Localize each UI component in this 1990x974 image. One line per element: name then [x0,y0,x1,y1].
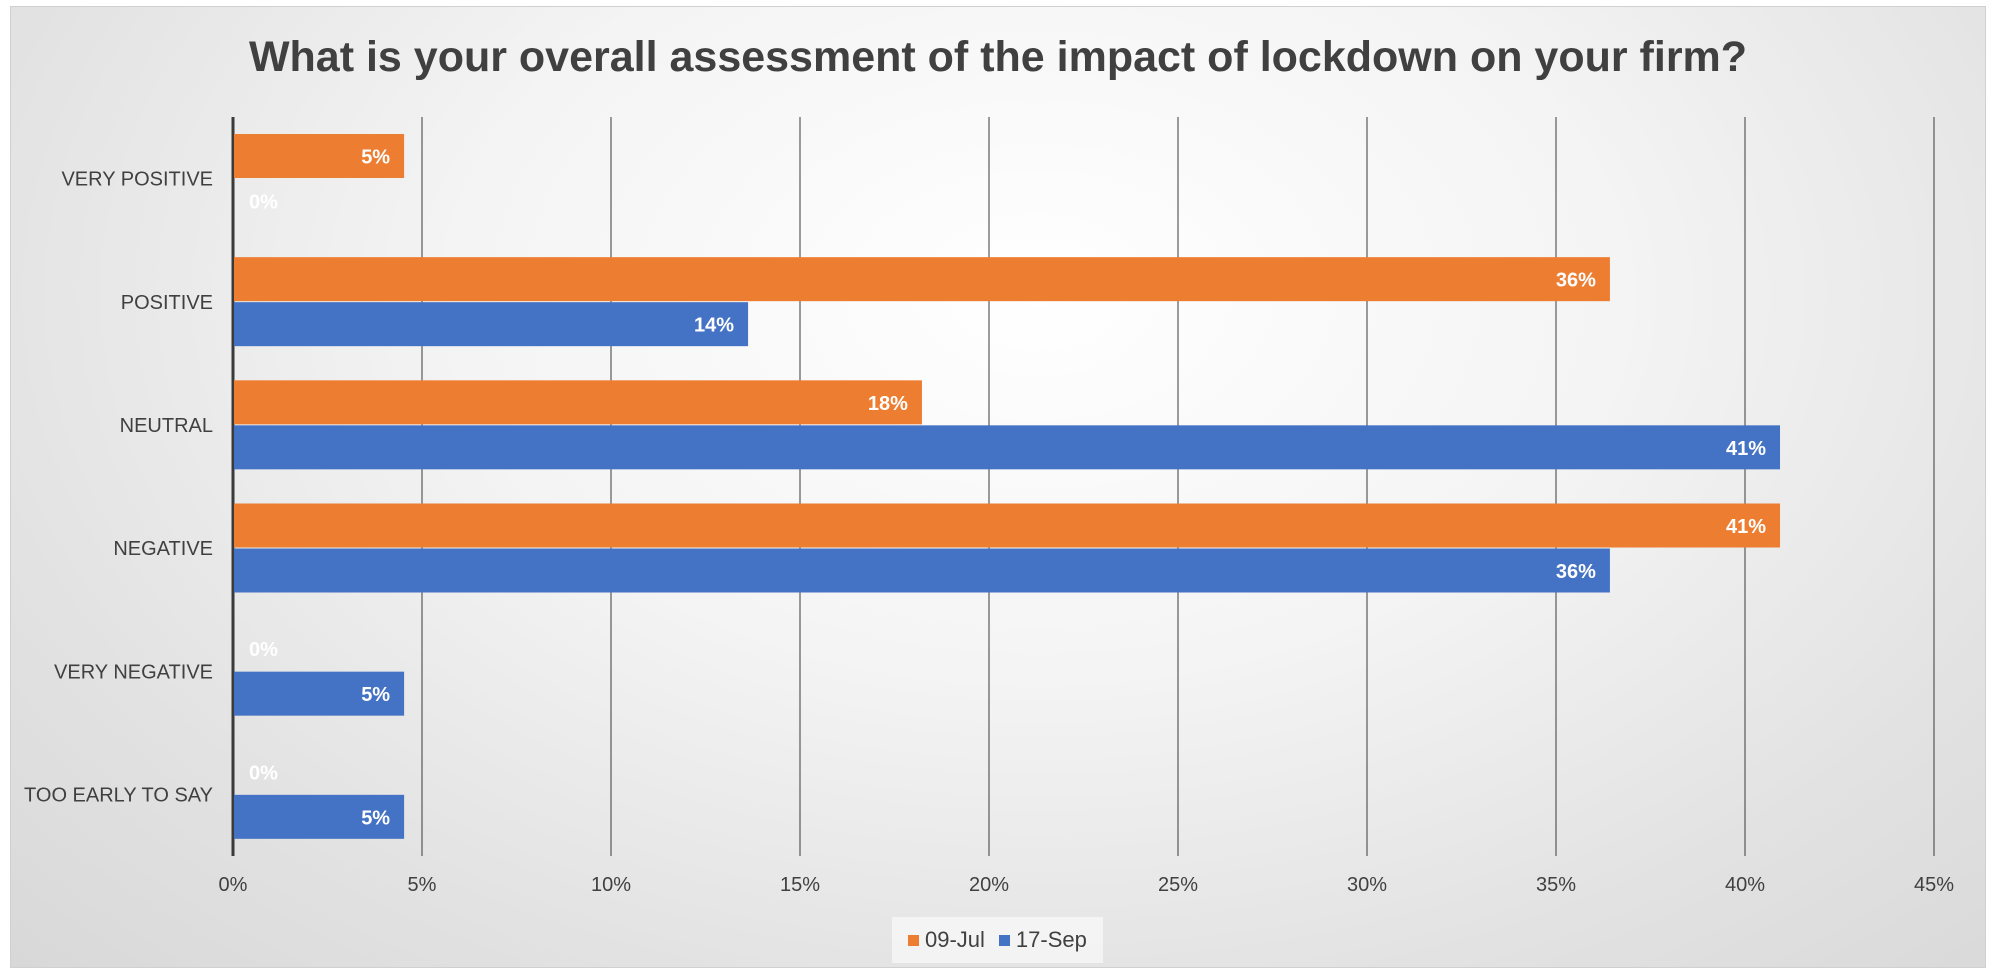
data-label: 5% [361,807,390,829]
data-label: 14% [694,315,734,337]
x-tick-label: 25% [1158,874,1198,896]
x-tick-label: 0% [219,874,248,896]
bar [234,503,1781,548]
data-label: 0% [249,192,278,214]
data-label: 41% [1726,516,1766,538]
chart-legend: 09-Jul 17-Sep [892,917,1103,963]
legend-item: 09-Jul [908,927,985,953]
bar [234,548,1610,593]
chart-title: What is your overall assessment of the i… [248,33,1748,81]
data-label: 0% [249,762,278,784]
bar [234,425,1781,470]
legend-item: 17-Sep [998,927,1087,953]
bar [234,794,405,839]
data-label: 5% [361,684,390,706]
data-label: 36% [1556,561,1596,583]
data-label: 5% [361,147,390,169]
x-tick-label: 10% [591,874,631,896]
category-label: NEUTRAL [120,415,213,437]
x-tick-label: 45% [1914,874,1954,896]
category-label: NEGATIVE [113,538,213,560]
chart-area: What is your overall assessment of the i… [10,6,1986,968]
category-label: POSITIVE [121,292,213,314]
chart-plot: 0% 5% 10% 15% 20% 25% 30% 35% 40% 45% VERY POSITIV… [24,117,1954,896]
data-label: 18% [868,393,908,415]
x-tick-label: 40% [1725,874,1765,896]
data-label: 0% [249,639,278,661]
bar [234,671,405,716]
legend-swatch [908,934,919,946]
bar [234,302,749,347]
category-label: VERY NEGATIVE [54,661,213,683]
x-tick-label: 35% [1536,874,1576,896]
x-tick-label: 30% [1347,874,1387,896]
data-label: 36% [1556,270,1596,292]
legend-label: 17-Sep [1015,927,1087,952]
bar [234,380,922,425]
x-tick-label: 20% [969,874,1009,896]
category-label: TOO EARLY TO SAY [24,784,213,806]
bar [234,257,1610,302]
data-label: 41% [1726,438,1766,460]
category-label: VERY POSITIVE [61,169,213,191]
legend-swatch [998,934,1010,946]
x-tick-label: 15% [780,874,820,896]
legend-label: 09-Jul [925,927,985,952]
x-tick-label: 5% [408,874,437,896]
bar [234,134,405,178]
